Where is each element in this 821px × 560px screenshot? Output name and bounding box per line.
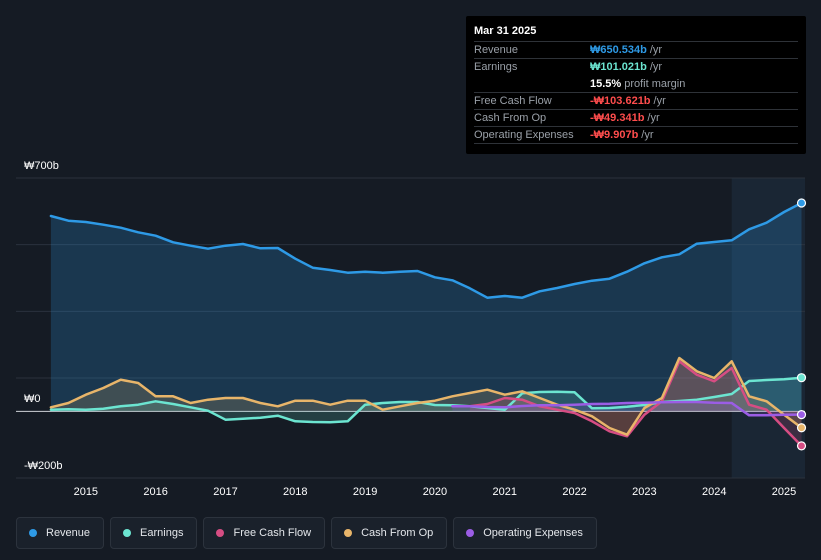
y-tick-label-top: ₩700b xyxy=(24,160,59,172)
revenue-area xyxy=(50,203,802,412)
x-tick-label: 2016 xyxy=(143,486,167,498)
tooltip-value: ₩650.534b xyxy=(590,44,647,56)
x-tick-label: 2018 xyxy=(283,486,307,498)
chart-legend: Revenue Earnings Free Cash Flow Cash Fro… xyxy=(16,517,597,549)
tooltip-value: ₩101.021b xyxy=(590,61,647,73)
x-tick-label: 2017 xyxy=(213,486,237,498)
forecast-shade xyxy=(731,178,805,478)
legend-item-earnings[interactable]: Earnings xyxy=(110,517,198,549)
x-tick-label: 2020 xyxy=(423,486,447,498)
tooltip-value: -₩103.621b xyxy=(590,95,651,107)
free-cash-flow-end-dot xyxy=(796,441,807,451)
tooltip-unit: /yr xyxy=(649,61,663,73)
y-tick-label-bottom: -₩200b xyxy=(24,460,63,472)
y-tick-label-zero: ₩0 xyxy=(24,393,41,405)
legend-label: Free Cash Flow xyxy=(233,527,312,539)
legend-item-revenue[interactable]: Revenue xyxy=(16,517,105,549)
series-lines xyxy=(49,201,803,448)
earnings-end-dot xyxy=(796,373,807,383)
cash-from-op-line xyxy=(49,356,803,436)
revenue-end-dot xyxy=(796,198,807,208)
tooltip-row-cfo: Cash From Op -₩49.341b /yr xyxy=(474,110,798,127)
x-tick-label: 2022 xyxy=(562,486,586,498)
tooltip-unit: /yr xyxy=(653,95,666,107)
legend-label: Cash From Op xyxy=(361,527,434,539)
tooltip-label: Free Cash Flow xyxy=(474,95,552,107)
operating-expenses-line xyxy=(451,400,803,417)
x-tick-label: 2025 xyxy=(772,486,796,498)
tooltip-unit: /yr xyxy=(641,129,654,141)
x-tick-label: 2024 xyxy=(702,486,726,498)
free-cash-flow-line xyxy=(468,360,803,448)
tooltip-value: -₩9.907b xyxy=(590,129,639,141)
tooltip-row-opex: Operating Expenses -₩9.907b /yr xyxy=(474,127,798,144)
legend-dot-icon xyxy=(466,529,475,537)
tooltip-label xyxy=(474,76,590,92)
legend-dot-icon xyxy=(216,529,225,537)
tooltip-unit: /yr xyxy=(647,112,660,124)
tooltip-date: Mar 31 2025 xyxy=(474,24,798,42)
x-tick-label: 2021 xyxy=(493,486,517,498)
gridlines xyxy=(16,177,805,479)
x-tick-label: 2015 xyxy=(74,486,98,498)
legend-dot-icon xyxy=(123,529,132,537)
tooltip-unit: /yr xyxy=(649,44,663,56)
legend-dot-icon xyxy=(344,529,353,537)
cash-from-op-area xyxy=(50,358,802,435)
tooltip-row-earnings: Earnings ₩101.021b /yr xyxy=(474,59,798,76)
tooltip-row-margin: 15.5% profit margin xyxy=(474,76,798,93)
earnings-area xyxy=(50,377,802,423)
tooltip-row-fcf: Free Cash Flow -₩103.621b /yr xyxy=(474,93,798,110)
tooltip-unit: profit margin xyxy=(624,78,686,90)
tooltip-row-revenue: Revenue ₩650.534b /yr xyxy=(474,42,798,59)
x-axis-ticks: 2015 2016 2017 2018 2019 2020 2021 2022 2023 2024… xyxy=(74,486,797,498)
tooltip-label: Revenue xyxy=(474,44,519,56)
tooltip-label: Operating Expenses xyxy=(474,129,574,141)
legend-label: Revenue xyxy=(46,527,91,539)
x-tick-label: 2023 xyxy=(632,486,656,498)
series-end-dots xyxy=(796,198,807,451)
cash-from-op-end-dot xyxy=(796,423,807,433)
tooltip-label: Earnings xyxy=(474,61,518,73)
legend-item-operating-expenses[interactable]: Operating Expenses xyxy=(453,517,597,549)
free-cash-flow-area xyxy=(469,361,802,446)
legend-item-cash-from-op[interactable]: Cash From Op xyxy=(331,517,448,549)
legend-label: Operating Expenses xyxy=(483,527,583,539)
legend-label: Earnings xyxy=(140,527,184,539)
tooltip-value: 15.5% xyxy=(590,78,622,90)
legend-dot-icon xyxy=(29,529,37,537)
operating-expenses-end-dot xyxy=(796,410,807,420)
tooltip-label: Cash From Op xyxy=(474,112,547,124)
tooltip-value: -₩49.341b xyxy=(590,112,645,124)
data-tooltip: Mar 31 2025 Revenue ₩650.534b /yr Earnin… xyxy=(466,16,806,154)
legend-item-free-cash-flow[interactable]: Free Cash Flow xyxy=(203,517,326,549)
x-tick-label: 2019 xyxy=(353,486,377,498)
revenue-line xyxy=(49,201,803,299)
